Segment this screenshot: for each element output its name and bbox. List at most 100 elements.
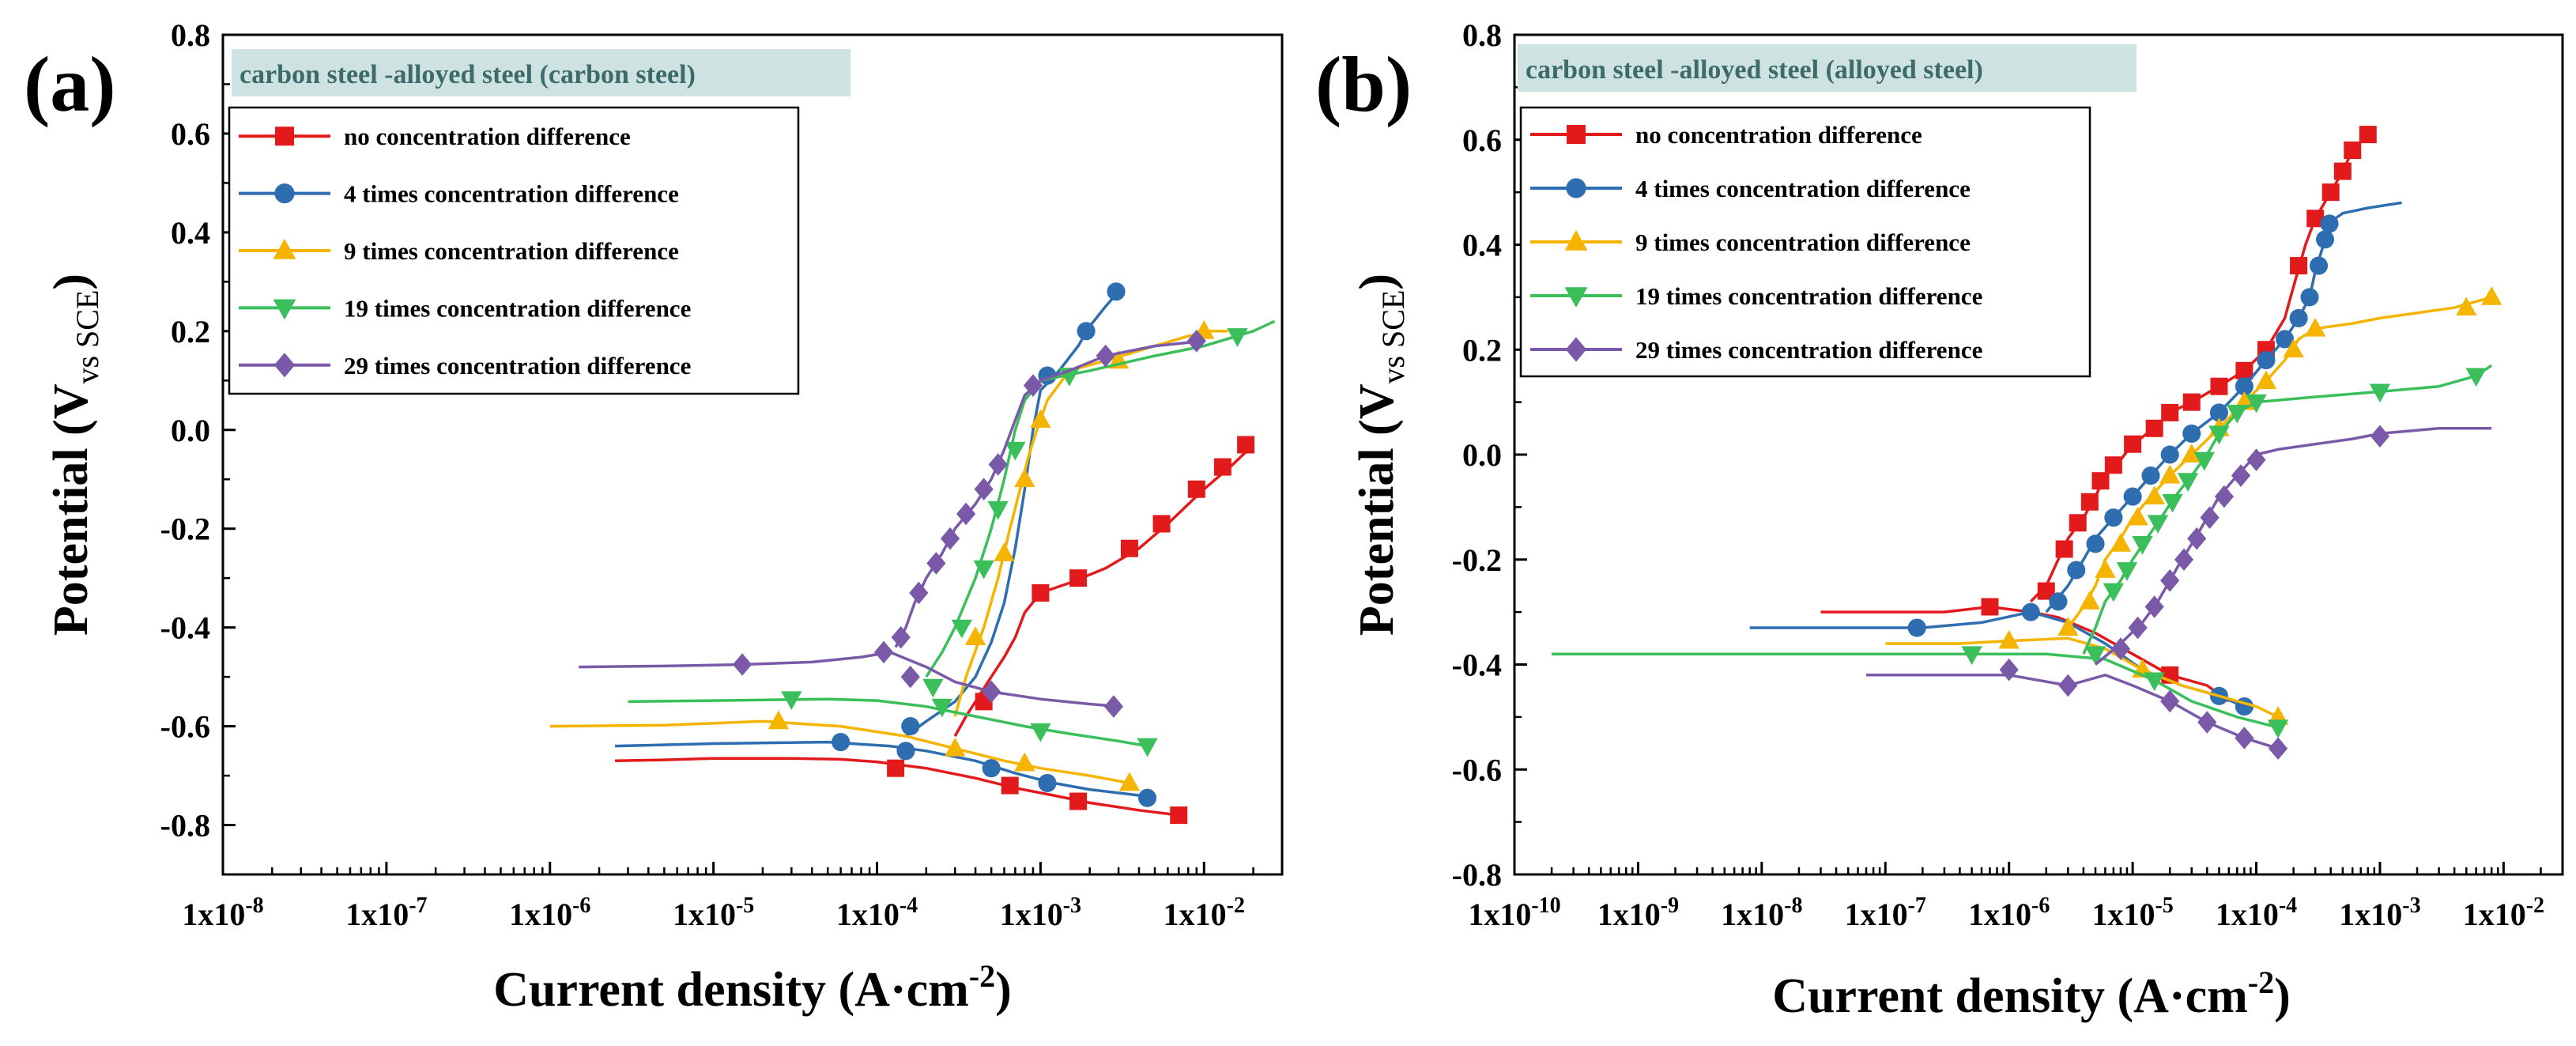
x-tick-label: 1x10-2 xyxy=(2463,893,2544,932)
series-2-marker xyxy=(2141,466,2160,485)
plot-frame xyxy=(221,33,1284,876)
series-1-marker xyxy=(1069,569,1088,587)
y-tick-label: 0.2 xyxy=(1462,332,1502,368)
x-tick-label: 1x10-7 xyxy=(345,893,427,932)
series-4-marker xyxy=(951,619,972,639)
x-tick-label-base: 1x10 xyxy=(1845,897,1908,932)
series-1-marker xyxy=(2055,540,2073,558)
series-4-marker xyxy=(1227,328,1248,347)
x-tick-label-base: 1x10 xyxy=(1721,897,1784,932)
legend-item-3: 9 times concentration difference xyxy=(1530,228,1971,256)
series-3-marker xyxy=(2181,444,2202,463)
y-tick-label: -0.8 xyxy=(1452,857,1502,893)
legend-label: 9 times concentration difference xyxy=(1635,228,1971,256)
series-3-marker xyxy=(2057,617,2079,636)
series-4-marker xyxy=(2103,583,2125,602)
series-3-marker xyxy=(2110,533,2132,552)
y-axis-title-close: ) xyxy=(44,274,98,290)
x-tick-label-exponent: -2 xyxy=(2526,893,2544,918)
series-4-marker xyxy=(1137,738,1158,757)
series-4-marker xyxy=(973,560,994,580)
legend-marker xyxy=(1565,337,1587,362)
x-tick-label: 1x10-2 xyxy=(1164,893,1245,932)
x-tick-label: 1x10-4 xyxy=(2216,893,2297,932)
x-tick-label-exponent: -4 xyxy=(2279,893,2297,918)
series-4-marker xyxy=(2177,473,2199,492)
series-3-marker xyxy=(2144,485,2165,504)
y-tick-label: -0.4 xyxy=(160,610,210,646)
legend-label: 9 times concentration difference xyxy=(344,237,679,265)
series-3-cathodic-line xyxy=(1885,636,2279,719)
series-4-marker xyxy=(1961,646,1982,665)
series-3-marker xyxy=(2481,286,2502,305)
series-5-marker xyxy=(909,581,929,605)
series-5-marker xyxy=(732,653,752,676)
legend-label: no concentration difference xyxy=(344,123,631,150)
x-tick-label-base: 1x10 xyxy=(836,897,900,932)
y-axis-title-close: ) xyxy=(1350,274,1404,290)
series-1-marker xyxy=(2321,183,2340,202)
series-3-marker xyxy=(2304,317,2326,337)
series-4-cathodic-line xyxy=(628,697,1148,748)
series-5-marker xyxy=(2370,425,2390,448)
x-tick-label-base: 1x10 xyxy=(509,897,572,932)
series-5-marker xyxy=(1103,695,1124,718)
series-1-marker xyxy=(2069,514,2087,532)
series-2-marker xyxy=(2160,445,2179,464)
series-1-marker xyxy=(887,759,905,777)
series-2-marker xyxy=(1038,773,1057,792)
x-tick-label: 1x10-6 xyxy=(1968,893,2050,932)
x-axis-title-superscript: -2 xyxy=(969,958,995,994)
series-1-marker xyxy=(2290,257,2308,275)
x-axis-title-main: Current density (A·cm xyxy=(493,963,969,1017)
legend-item-4: 19 times concentration difference xyxy=(1530,282,1982,310)
series-3-marker xyxy=(2456,296,2477,316)
series-1-marker xyxy=(2235,361,2254,380)
x-tick-label-exponent: -5 xyxy=(736,893,754,918)
series-4-marker xyxy=(987,500,1009,520)
legend-marker xyxy=(273,299,296,320)
y-tick-label: 0.0 xyxy=(1462,437,1502,473)
series-5 xyxy=(579,330,1206,718)
x-tick-label-exponent: -2 xyxy=(1227,893,1245,918)
series-1-marker xyxy=(2306,210,2325,228)
x-tick-label-base: 1x10 xyxy=(2463,897,2526,932)
series-1-marker xyxy=(1187,480,1205,498)
y-axis-title-main: Potential (V xyxy=(44,383,98,636)
series-4-marker xyxy=(2465,368,2487,387)
y-tick-label: 0.8 xyxy=(1462,17,1502,53)
series-1 xyxy=(615,436,1255,825)
y-axis-title-main: Potential (V xyxy=(1350,383,1404,636)
series-3-marker xyxy=(2159,464,2181,484)
series-1-marker xyxy=(2344,142,2362,160)
series-4-marker xyxy=(922,678,944,698)
x-axis-title-main: Current density (A·cm xyxy=(1772,969,2248,1023)
series-5-marker xyxy=(2144,595,2164,618)
series-4-marker xyxy=(2227,405,2248,424)
x-tick-label-exponent: -3 xyxy=(2402,893,2420,918)
series-4-marker xyxy=(1005,441,1026,461)
series-1-marker xyxy=(1120,539,1138,557)
series-3-marker xyxy=(1014,752,1035,772)
legend-item-2: 4 times concentration difference xyxy=(239,180,679,208)
x-tick-label-base: 1x10 xyxy=(2091,897,2155,932)
series-1-marker xyxy=(2182,393,2201,411)
series-3-marker xyxy=(945,737,966,757)
legend-marker xyxy=(1566,178,1586,198)
legend-marker xyxy=(275,127,294,146)
series-2-marker xyxy=(2257,350,2276,370)
series-5-marker xyxy=(2058,674,2078,697)
x-tick-label-exponent: -8 xyxy=(245,893,263,918)
series-5-marker xyxy=(926,552,946,575)
series-4-marker xyxy=(931,698,953,718)
x-tick-label-base: 1x10 xyxy=(1000,897,1063,932)
y-tick-label: -0.2 xyxy=(160,512,210,547)
series-5-marker xyxy=(1186,330,1206,353)
y-tick-label: 0.4 xyxy=(1462,228,1502,263)
series-2-marker xyxy=(2049,592,2068,611)
series-4-marker xyxy=(781,691,802,710)
series-5-marker xyxy=(2246,448,2266,471)
series-5-cathodic-line xyxy=(1866,674,2279,750)
series-2-marker xyxy=(2309,256,2329,275)
legend-label: 29 times concentration difference xyxy=(1635,336,1982,364)
